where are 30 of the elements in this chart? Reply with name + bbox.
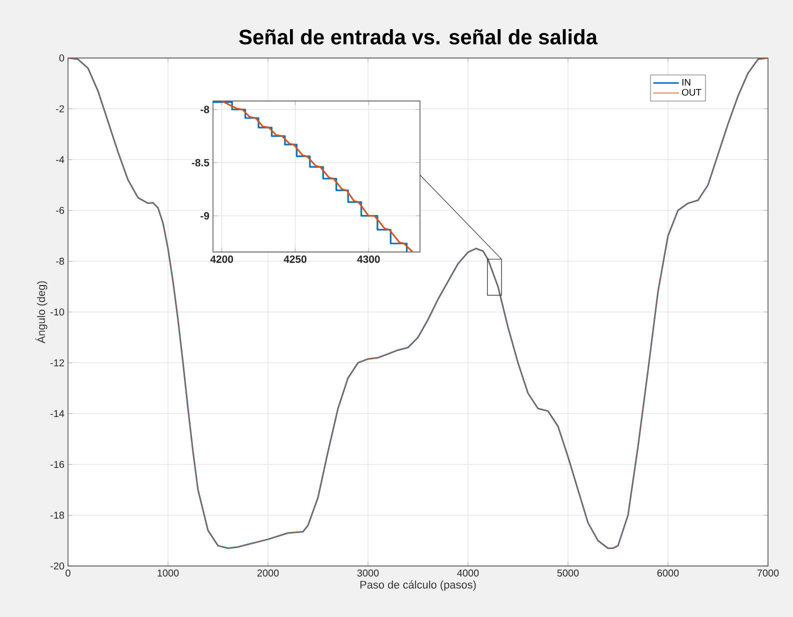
- y-tick-label: -9: [200, 212, 210, 220]
- y-axis-title: Ángulo (deg): [35, 281, 48, 344]
- x-tick-label: 7000: [757, 570, 779, 577]
- y-tick-label: -18: [50, 512, 64, 519]
- x-tick-label: 3000: [357, 570, 379, 577]
- x-tick-label: 4250: [284, 256, 306, 263]
- y-tick-label: -12: [50, 359, 64, 366]
- x-axis-title: Paso de cálculo (pasos): [360, 580, 476, 591]
- legend-label: OUT: [682, 88, 702, 96]
- x-tick-label: 6000: [657, 570, 679, 577]
- x-tick-label: 5000: [557, 570, 579, 577]
- chart-title: Señal de entrada vs. señal de salida: [239, 29, 598, 44]
- x-tick-label: 2000: [257, 570, 279, 577]
- y-tick-label: 0: [59, 54, 64, 62]
- y-tick-label: -20: [50, 562, 64, 570]
- x-tick-label: 0: [66, 570, 70, 577]
- x-tick-label: 1000: [158, 570, 179, 577]
- legend-label: IN: [682, 78, 690, 86]
- y-tick-label: -10: [50, 308, 64, 316]
- x-tick-label: 4000: [457, 570, 479, 577]
- y-tick-label: -6: [56, 206, 64, 214]
- y-tick-label: -8: [56, 258, 64, 265]
- y-tick-label: -16: [50, 460, 64, 468]
- y-tick-label: -8.5: [192, 158, 210, 166]
- x-tick-label: 4300: [357, 256, 380, 263]
- y-tick-label: -2: [56, 105, 64, 112]
- y-tick-label: -14: [50, 410, 64, 418]
- y-tick-label: -8: [200, 106, 210, 114]
- x-tick-label: 4200: [210, 256, 234, 263]
- y-tick-label: -4: [56, 156, 64, 164]
